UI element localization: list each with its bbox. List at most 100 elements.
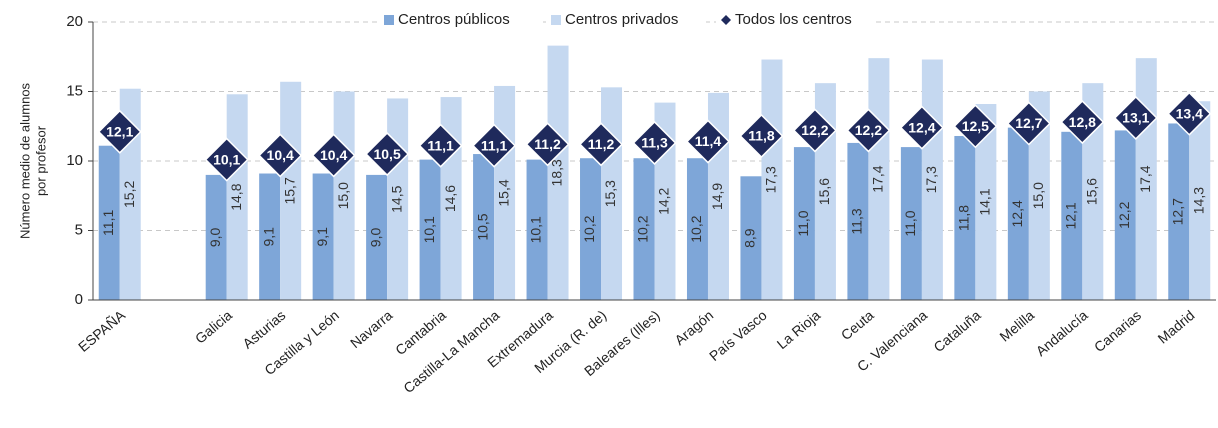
value-label: 14,1 xyxy=(977,188,993,215)
bar xyxy=(419,159,441,300)
value-label: 12,1 xyxy=(1063,202,1079,229)
value-label: 10,2 xyxy=(635,215,651,242)
value-label: 15,3 xyxy=(602,180,618,207)
value-label: 17,4 xyxy=(870,165,886,192)
value-label: 10,1 xyxy=(528,216,544,243)
diamond-marker xyxy=(365,131,410,177)
value-label: 12,2 xyxy=(801,122,828,138)
value-label: 10,4 xyxy=(267,147,294,163)
legend-marker xyxy=(384,15,394,25)
diamond-marker xyxy=(578,122,624,167)
bar xyxy=(259,173,281,300)
value-label: 14,6 xyxy=(442,185,458,212)
x-tick-label: Madrid xyxy=(1155,307,1198,347)
value-label: 17,4 xyxy=(1137,165,1153,192)
bar xyxy=(366,174,388,300)
bar xyxy=(975,104,997,300)
value-label: 11,0 xyxy=(795,210,811,236)
value-label: 11,3 xyxy=(641,135,668,151)
bar xyxy=(633,158,655,300)
bar xyxy=(686,158,708,300)
y-axis-label: Número medio de alumnos xyxy=(17,82,32,239)
value-label: 14,8 xyxy=(228,183,244,210)
value-label: 9,1 xyxy=(314,227,330,247)
diamond-marker xyxy=(1006,101,1051,146)
x-tick-label: Canarias xyxy=(1091,307,1144,355)
bar xyxy=(740,176,762,300)
value-label: 10,1 xyxy=(213,151,240,167)
value-label: 10,2 xyxy=(581,215,597,242)
bar xyxy=(580,158,602,300)
bar xyxy=(1007,127,1029,300)
x-tick-label: Navarra xyxy=(347,307,396,351)
x-tick-label: Andalucía xyxy=(1033,307,1091,359)
y-tick-label: 20 xyxy=(66,13,83,30)
value-label: 9,1 xyxy=(260,227,276,247)
y-tick-label: 10 xyxy=(66,152,83,169)
bar xyxy=(1061,131,1083,300)
y-tick-label: 15 xyxy=(66,82,83,99)
diamond-marker xyxy=(953,104,998,149)
diamond-marker xyxy=(472,123,517,168)
bar xyxy=(473,154,495,300)
value-label: 8,9 xyxy=(742,228,758,248)
value-label: 12,5 xyxy=(962,118,989,134)
bar xyxy=(205,174,227,300)
bar xyxy=(547,45,569,300)
x-tick-label: Cataluña xyxy=(930,307,983,355)
value-label: 15,0 xyxy=(1030,182,1046,209)
x-tick-label: ESPAÑA xyxy=(75,306,129,355)
value-label: 12,4 xyxy=(1009,200,1025,227)
value-label: 15,7 xyxy=(281,177,297,204)
value-label: 14,9 xyxy=(709,183,725,210)
bar xyxy=(312,173,334,300)
value-label: 12,4 xyxy=(908,119,935,135)
value-label: 13,4 xyxy=(1176,105,1203,121)
value-label: 17,3 xyxy=(763,166,779,193)
legend-background xyxy=(379,11,539,29)
value-label: 12,8 xyxy=(1069,114,1096,130)
legend-label: Centros públicos xyxy=(398,11,510,28)
value-label: 11,1 xyxy=(427,137,454,153)
x-tick-label: Aragón xyxy=(671,307,716,348)
x-tick-label: Galicia xyxy=(192,307,235,347)
value-label: 11,4 xyxy=(695,133,722,149)
value-label: 12,7 xyxy=(1015,115,1042,131)
x-tick-label: La Rioja xyxy=(774,307,824,352)
value-label: 11,1 xyxy=(100,210,116,236)
value-label: 10,5 xyxy=(474,213,490,240)
value-label: 11,8 xyxy=(956,205,972,231)
x-tick-label: Melilla xyxy=(996,307,1037,345)
value-label: 10,5 xyxy=(373,146,400,162)
value-label: 14,2 xyxy=(656,187,672,214)
x-tick-label: Asturias xyxy=(239,307,288,352)
value-label: 13,1 xyxy=(1122,110,1149,126)
value-label: 11,2 xyxy=(534,136,561,152)
legend-background xyxy=(716,11,876,29)
bar xyxy=(954,135,976,300)
legend-background xyxy=(546,11,706,29)
value-label: 15,0 xyxy=(335,182,351,209)
value-label: 14,5 xyxy=(388,185,404,212)
diamond-marker xyxy=(204,137,249,182)
value-label: 12,2 xyxy=(855,122,882,138)
diamond-marker xyxy=(846,108,891,153)
value-label: 10,1 xyxy=(421,216,437,243)
value-label: 11,3 xyxy=(849,208,865,234)
bar xyxy=(900,147,922,300)
diamond-marker xyxy=(685,119,731,164)
bar xyxy=(280,81,302,301)
y-axis-label: por profesor xyxy=(33,125,48,196)
x-tick-label: Ceuta xyxy=(838,307,877,343)
value-label: 11,1 xyxy=(481,137,508,153)
value-label: 11,0 xyxy=(902,210,918,236)
bar xyxy=(793,147,815,300)
value-label: 12,1 xyxy=(106,124,133,140)
value-label: 10,4 xyxy=(320,147,347,163)
value-label: 15,4 xyxy=(495,179,511,206)
y-tick-label: 0 xyxy=(75,291,83,308)
value-label: 15,2 xyxy=(121,181,137,208)
diamond-marker xyxy=(418,123,463,168)
y-tick-label: 5 xyxy=(75,221,83,238)
